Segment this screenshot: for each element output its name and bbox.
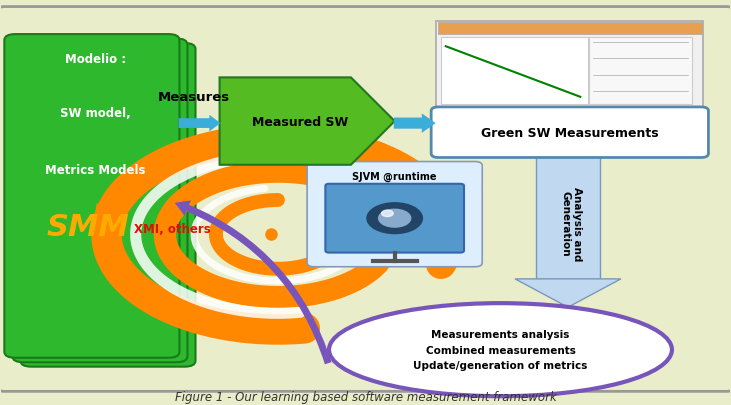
Text: Measured SW: Measured SW [251,115,348,128]
Text: SMM: SMM [47,212,129,241]
FancyArrowPatch shape [394,114,436,134]
Text: Green SW Measurements: Green SW Measurements [481,126,659,139]
FancyBboxPatch shape [12,39,187,362]
FancyBboxPatch shape [20,44,195,367]
FancyArrowPatch shape [178,115,221,132]
FancyArrowPatch shape [94,181,140,225]
Text: SJVM @runtime: SJVM @runtime [352,171,437,181]
Polygon shape [219,78,395,165]
Text: SW model,: SW model, [60,107,131,120]
Ellipse shape [329,303,672,396]
FancyBboxPatch shape [436,22,703,109]
Text: Modelio :: Modelio : [65,53,126,66]
Text: Update/generation of metrics: Update/generation of metrics [413,360,588,370]
FancyBboxPatch shape [307,162,482,267]
Text: Combined measurements: Combined measurements [425,345,575,355]
FancyBboxPatch shape [438,23,702,35]
Text: Measures: Measures [158,91,230,104]
FancyBboxPatch shape [431,108,708,158]
Circle shape [382,211,393,217]
FancyBboxPatch shape [4,35,179,358]
FancyBboxPatch shape [589,38,692,104]
Text: Metrics Models: Metrics Models [45,164,145,177]
Circle shape [379,210,411,228]
FancyArrowPatch shape [175,201,331,364]
FancyBboxPatch shape [537,156,599,279]
FancyBboxPatch shape [0,8,731,391]
Text: XMI, others: XMI, others [134,222,211,235]
Text: Figure 1 - Our learning based software measurement framework: Figure 1 - Our learning based software m… [175,390,556,403]
Polygon shape [515,279,621,307]
FancyBboxPatch shape [325,184,464,253]
Circle shape [367,203,423,234]
Text: Measurements analysis: Measurements analysis [431,330,569,339]
FancyBboxPatch shape [441,38,588,104]
Text: Analysis and
Generation: Analysis and Generation [561,187,583,261]
